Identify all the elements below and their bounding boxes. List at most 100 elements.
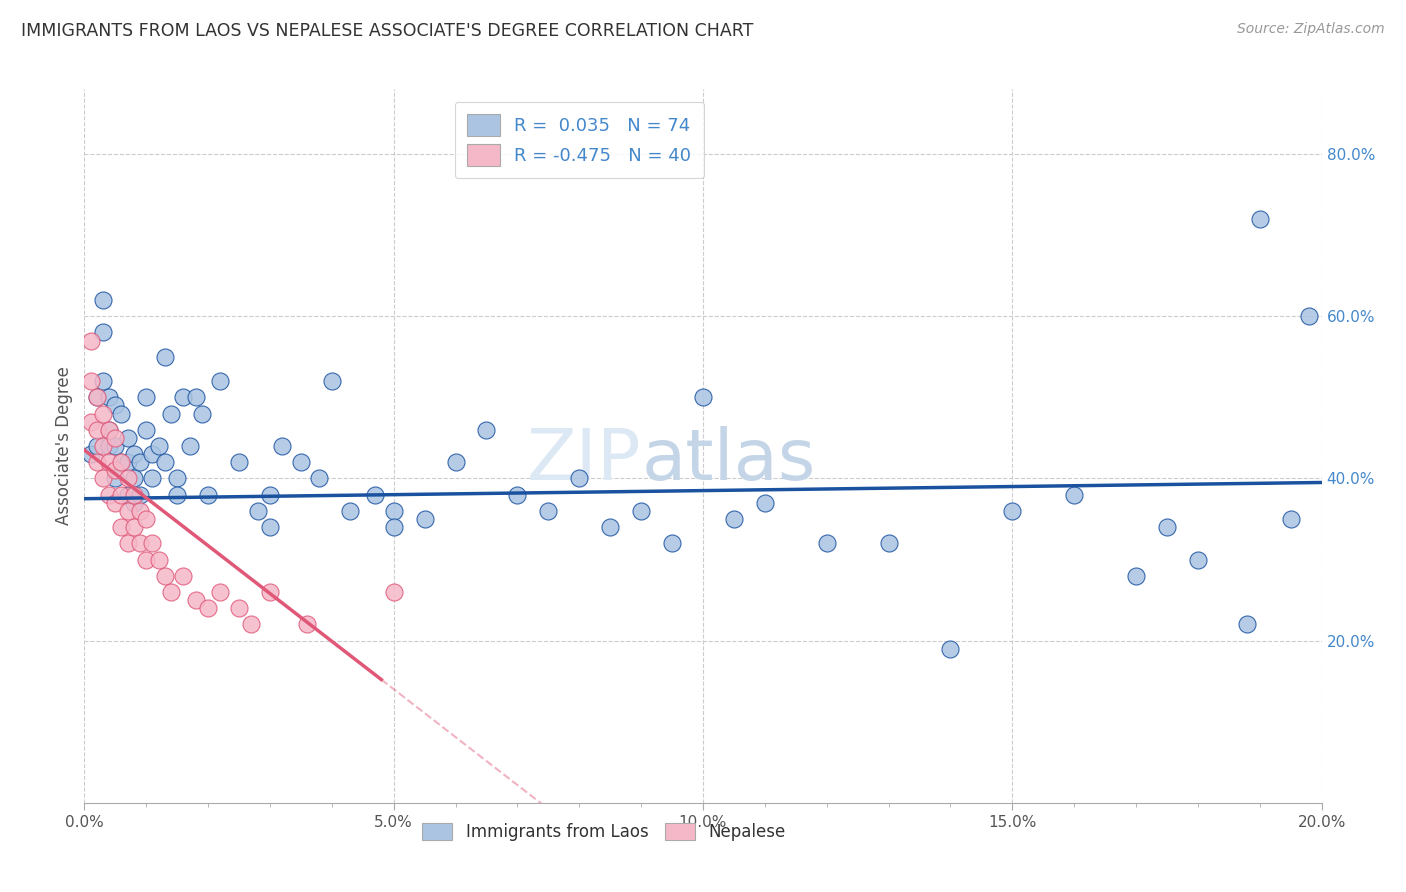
Point: [141, 471, 163, 485]
Point: [271, 439, 294, 453]
Point: [197, 488, 219, 502]
Point: [117, 488, 139, 502]
Point: [1125, 568, 1147, 582]
Point: [98, 423, 121, 437]
Point: [1249, 211, 1271, 226]
Point: [110, 520, 132, 534]
Point: [91, 374, 114, 388]
Point: [104, 439, 127, 453]
Point: [122, 471, 145, 485]
Point: [135, 512, 157, 526]
Point: [129, 455, 152, 469]
Point: [723, 512, 745, 526]
Point: [86, 390, 108, 404]
Point: [104, 463, 127, 477]
Point: [91, 326, 114, 340]
Point: [129, 536, 152, 550]
Point: [308, 471, 330, 485]
Point: [413, 512, 436, 526]
Point: [117, 504, 139, 518]
Point: [117, 536, 139, 550]
Point: [86, 390, 108, 404]
Point: [1298, 310, 1320, 324]
Point: [228, 455, 250, 469]
Legend: Immigrants from Laos, Nepalese: Immigrants from Laos, Nepalese: [416, 816, 793, 848]
Point: [153, 350, 176, 364]
Point: [122, 520, 145, 534]
Point: [184, 390, 207, 404]
Point: [160, 407, 183, 421]
Point: [209, 585, 232, 599]
Point: [160, 585, 183, 599]
Point: [444, 455, 467, 469]
Point: [110, 455, 132, 469]
Point: [135, 552, 157, 566]
Point: [91, 293, 114, 307]
Point: [179, 439, 201, 453]
Point: [98, 390, 121, 404]
Point: [110, 407, 132, 421]
Point: [104, 496, 127, 510]
Point: [104, 399, 127, 413]
Point: [1063, 488, 1085, 502]
Point: [91, 407, 114, 421]
Point: [630, 504, 652, 518]
Point: [129, 504, 152, 518]
Point: [259, 520, 281, 534]
Point: [1279, 512, 1302, 526]
Point: [117, 471, 139, 485]
Point: [228, 601, 250, 615]
Text: ZIP: ZIP: [527, 425, 641, 495]
Point: [815, 536, 838, 550]
Point: [475, 423, 498, 437]
Point: [259, 488, 281, 502]
Point: [98, 439, 121, 453]
Point: [135, 390, 157, 404]
Text: IMMIGRANTS FROM LAOS VS NEPALESE ASSOCIATE'S DEGREE CORRELATION CHART: IMMIGRANTS FROM LAOS VS NEPALESE ASSOCIA…: [21, 22, 754, 40]
Point: [79, 415, 101, 429]
Point: [104, 471, 127, 485]
Point: [166, 488, 188, 502]
Text: Source: ZipAtlas.com: Source: ZipAtlas.com: [1237, 22, 1385, 37]
Point: [98, 455, 121, 469]
Point: [506, 488, 529, 502]
Point: [939, 641, 962, 656]
Point: [172, 390, 194, 404]
Point: [599, 520, 621, 534]
Y-axis label: Associate's Degree: Associate's Degree: [55, 367, 73, 525]
Point: [1001, 504, 1024, 518]
Point: [79, 447, 101, 461]
Point: [86, 455, 108, 469]
Point: [246, 504, 269, 518]
Point: [172, 568, 194, 582]
Point: [148, 552, 170, 566]
Point: [382, 504, 405, 518]
Point: [129, 488, 152, 502]
Point: [692, 390, 714, 404]
Point: [122, 447, 145, 461]
Point: [1236, 617, 1258, 632]
Point: [877, 536, 900, 550]
Point: [364, 488, 387, 502]
Point: [98, 423, 121, 437]
Point: [1187, 552, 1209, 566]
Point: [148, 439, 170, 453]
Point: [117, 431, 139, 445]
Point: [122, 488, 145, 502]
Point: [91, 471, 114, 485]
Point: [153, 455, 176, 469]
Point: [91, 439, 114, 453]
Point: [382, 520, 405, 534]
Point: [110, 488, 132, 502]
Point: [197, 601, 219, 615]
Point: [79, 334, 101, 348]
Point: [104, 431, 127, 445]
Point: [1156, 520, 1178, 534]
Point: [209, 374, 232, 388]
Point: [117, 455, 139, 469]
Point: [184, 593, 207, 607]
Point: [135, 423, 157, 437]
Point: [537, 504, 560, 518]
Point: [141, 447, 163, 461]
Text: atlas: atlas: [641, 425, 815, 495]
